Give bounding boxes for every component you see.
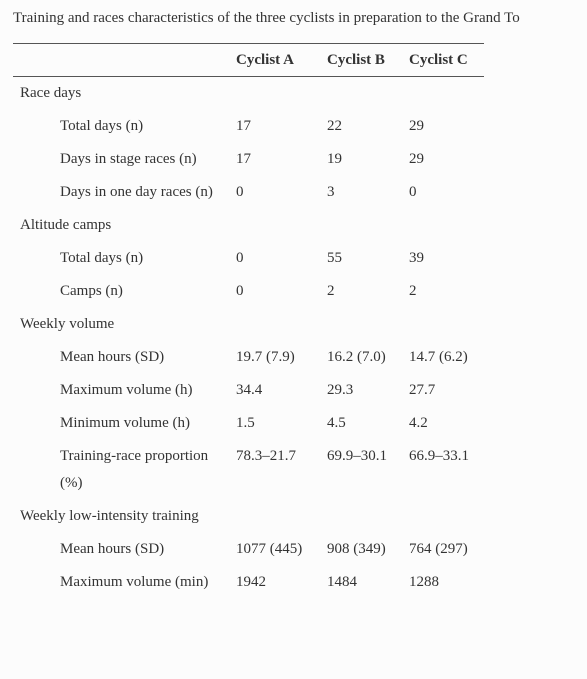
cell: 14.7 (6.2)	[409, 349, 468, 365]
row-label: Days in one day races (n)	[60, 184, 213, 200]
section-label: Weekly volume	[20, 316, 115, 332]
cell: 3	[327, 184, 335, 200]
cell: 2	[327, 283, 335, 299]
cell: 2	[409, 283, 417, 299]
section-label: Altitude camps	[20, 217, 112, 233]
row-label: Maximum volume (h)	[60, 382, 193, 398]
cell: 1484	[327, 574, 357, 590]
data-row: Total days (n) 17 22 29	[13, 110, 484, 143]
table-title: Training and races characteristics of th…	[13, 10, 520, 26]
cell: 19	[327, 151, 342, 167]
cell: 17	[236, 151, 251, 167]
data-row: Mean hours (SD) 19.7 (7.9) 16.2 (7.0) 14.7 …	[13, 341, 484, 374]
cell: 19.7 (7.9)	[236, 349, 295, 365]
row-label: Mean hours (SD)	[60, 541, 165, 557]
section-row: Weekly low-intensity training	[13, 500, 484, 533]
column-header: Cyclist B	[321, 43, 403, 77]
cell: 4.5	[327, 415, 346, 431]
row-label: Maximum volume (min)	[60, 574, 209, 590]
data-table: Cyclist A Cyclist B Cyclist C Race days Tot…	[13, 43, 484, 599]
cell: 0	[236, 283, 244, 299]
cell: 1942	[236, 574, 266, 590]
cell: 78.3–21.7	[236, 448, 296, 464]
cell: 66.9–33.1	[409, 448, 469, 464]
row-label: Mean hours (SD)	[60, 349, 165, 365]
header-cell	[13, 43, 230, 77]
cell: 55	[327, 250, 342, 266]
section-row: Altitude camps	[13, 209, 484, 242]
row-label: Camps (n)	[60, 283, 123, 299]
header-row: Cyclist A Cyclist B Cyclist C	[13, 43, 484, 77]
row-label: Minimum volume (h)	[60, 415, 190, 431]
cell: 22	[327, 118, 342, 134]
column-header: Cyclist C	[403, 43, 484, 77]
cell: 69.9–30.1	[327, 448, 387, 464]
row-label: Training-race proportion (%)	[60, 448, 209, 491]
section-row: Weekly volume	[13, 308, 484, 341]
cell: 4.2	[409, 415, 428, 431]
cell: 1077 (445)	[236, 541, 303, 557]
data-row: Maximum volume (h) 34.4 29.3 27.7	[13, 374, 484, 407]
cell: 0	[409, 184, 417, 200]
data-row: Days in one day races (n) 0 3 0	[13, 176, 484, 209]
row-label: Total days (n)	[60, 250, 144, 266]
data-row: Mean hours (SD) 1077 (445) 908 (349) 764 (2…	[13, 533, 484, 566]
cell: 1288	[409, 574, 439, 590]
section-label: Weekly low-intensity training	[20, 508, 199, 524]
data-row: Camps (n) 0 2 2	[13, 275, 484, 308]
cell: 0	[236, 184, 244, 200]
cell: 1.5	[236, 415, 255, 431]
cell: 34.4	[236, 382, 263, 398]
cell: 29.3	[327, 382, 354, 398]
row-label: Days in stage races (n)	[60, 151, 197, 167]
cell: 27.7	[409, 382, 436, 398]
cell: 29	[409, 151, 424, 167]
cell: 16.2 (7.0)	[327, 349, 386, 365]
section-row: Race days	[13, 77, 484, 111]
cell: 29	[409, 118, 424, 134]
data-row: Training-race proportion (%) 78.3–21.7 69.…	[13, 440, 484, 500]
column-header: Cyclist A	[230, 43, 321, 77]
cell: 0	[236, 250, 244, 266]
cell: 39	[409, 250, 424, 266]
data-row: Minimum volume (h) 1.5 4.5 4.2	[13, 407, 484, 440]
data-row: Days in stage races (n) 17 19 29	[13, 143, 484, 176]
cell: 764 (297)	[409, 541, 468, 557]
section-label: Race days	[20, 85, 82, 101]
row-label: Total days (n)	[60, 118, 144, 134]
cell: 908 (349)	[327, 541, 386, 557]
data-row: Maximum volume (min) 1942 1484 1288	[13, 566, 484, 599]
data-row: Total days (n) 0 55 39	[13, 242, 484, 275]
cell: 17	[236, 118, 251, 134]
